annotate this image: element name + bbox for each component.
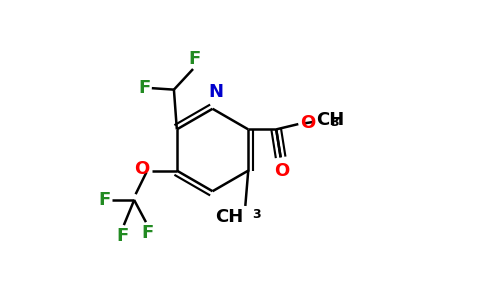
Text: 3: 3: [253, 208, 261, 221]
Text: CH: CH: [316, 111, 344, 129]
Text: F: F: [116, 226, 129, 244]
Text: F: F: [188, 50, 201, 68]
Text: 3: 3: [330, 116, 338, 129]
Text: O: O: [300, 114, 315, 132]
Text: N: N: [208, 83, 223, 101]
Text: O: O: [134, 160, 150, 178]
Text: F: F: [138, 79, 151, 97]
Text: O: O: [274, 162, 290, 180]
Text: F: F: [98, 191, 111, 209]
Text: CH: CH: [215, 208, 244, 226]
Text: F: F: [141, 224, 153, 242]
